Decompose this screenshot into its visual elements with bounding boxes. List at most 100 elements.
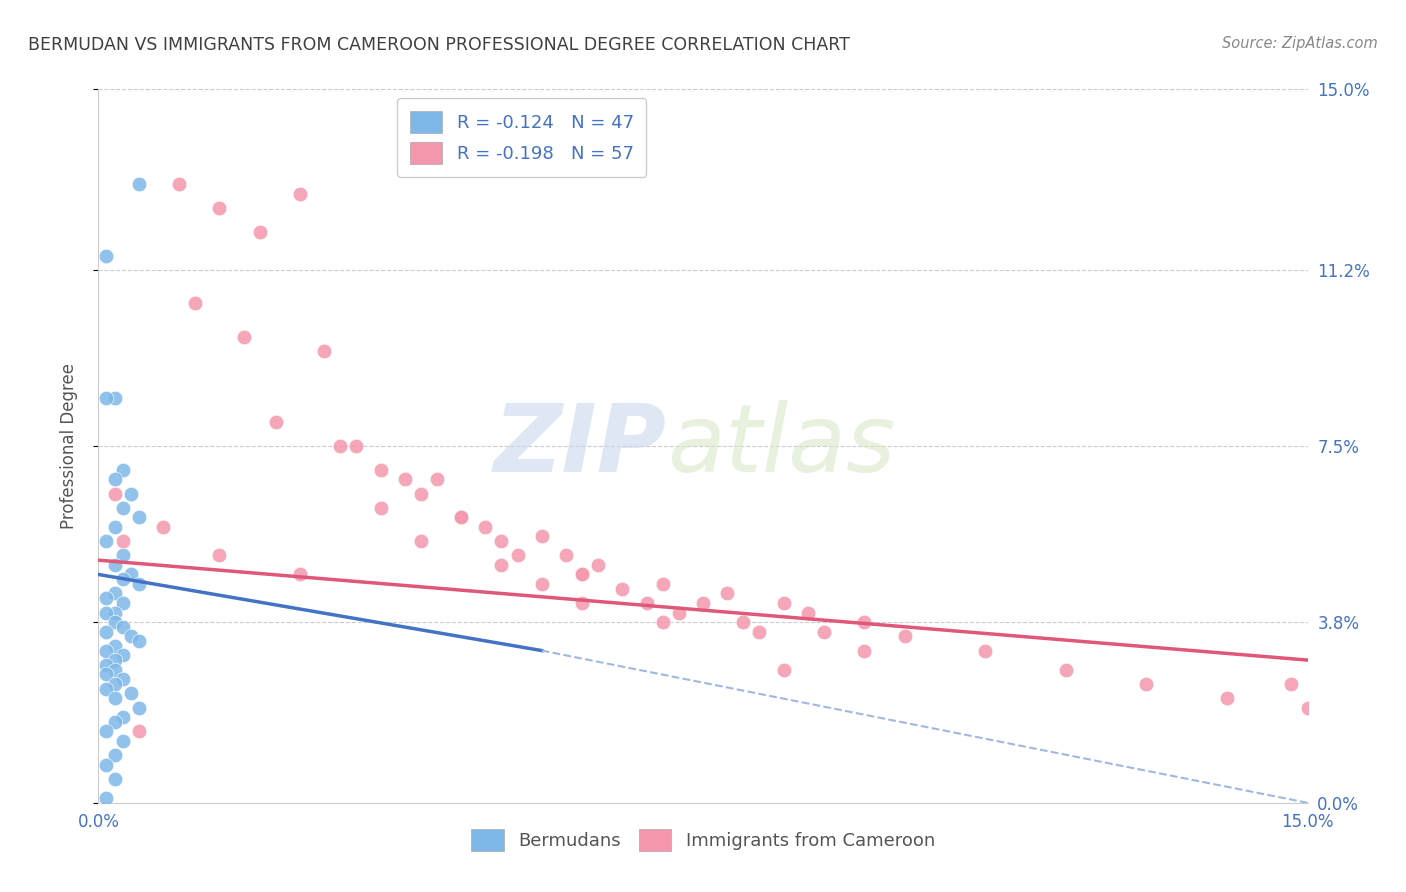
Point [103,772,125,786]
Point [111,500,134,515]
Point [111,596,134,610]
Point [668,606,690,620]
Point [314,343,336,358]
Point [111,549,134,563]
Point [111,672,134,686]
Point [748,624,770,639]
Point [103,472,125,486]
Point [167,178,190,192]
Point [1054,663,1077,677]
Point [853,615,876,629]
Point [96,643,118,657]
Point [96,681,118,696]
Point [103,615,125,629]
Point [1296,700,1319,714]
Point [128,577,150,591]
Point [491,558,513,572]
Point [394,472,416,486]
Point [893,629,915,643]
Point [288,567,311,582]
Point [120,629,142,643]
Point [103,606,125,620]
Point [409,534,432,549]
Point [716,586,738,600]
Point [264,415,287,429]
Point [651,577,673,591]
Point [208,549,231,563]
Point [103,714,125,729]
Point [208,201,231,215]
Point [530,529,553,543]
Point [120,567,142,582]
Point [450,510,472,524]
Point [974,643,997,657]
Point [370,500,392,515]
Point [249,225,271,239]
Point [96,591,118,606]
Point [128,634,150,648]
Point [96,624,118,639]
Point [103,639,125,653]
Point [571,567,593,582]
Point [103,558,125,572]
Point [103,520,125,534]
Point [103,653,125,667]
Point [1281,677,1303,691]
Point [506,549,529,563]
Point [474,520,496,534]
Point [636,596,658,610]
Point [370,463,392,477]
Point [128,510,150,524]
Point [111,648,134,663]
Point [651,615,673,629]
Point [772,663,794,677]
Point [692,596,714,610]
Text: ZIP: ZIP [494,400,666,492]
Point [96,606,118,620]
Point [426,472,449,486]
Point [555,549,578,563]
Point [103,392,125,406]
Point [96,657,118,672]
Point [1135,677,1157,691]
Point [288,186,311,201]
Point [111,620,134,634]
Point [96,534,118,549]
Point [571,567,593,582]
Point [612,582,634,596]
Point [120,686,142,700]
Point [813,624,835,639]
Point [103,691,125,706]
Point [586,558,609,572]
Point [733,615,755,629]
Point [128,178,150,192]
Legend: Bermudans, Immigrants from Cameroon: Bermudans, Immigrants from Cameroon [464,822,942,858]
Text: atlas: atlas [666,401,896,491]
Point [103,586,125,600]
Point [103,677,125,691]
Point [96,667,118,681]
Point [491,534,513,549]
Text: Source: ZipAtlas.com: Source: ZipAtlas.com [1222,36,1378,51]
Point [232,329,254,343]
Point [1216,691,1239,706]
Point [96,791,118,805]
Point [128,700,150,714]
Point [450,510,472,524]
Point [329,439,352,453]
Point [128,724,150,739]
Point [111,534,134,549]
Point [409,486,432,500]
Point [152,520,174,534]
Point [772,596,794,610]
Y-axis label: Professional Degree: Professional Degree [59,363,77,529]
Point [103,663,125,677]
Point [530,577,553,591]
Point [120,486,142,500]
Point [96,392,118,406]
Point [111,734,134,748]
Point [111,710,134,724]
Point [853,643,876,657]
Point [111,463,134,477]
Point [571,596,593,610]
